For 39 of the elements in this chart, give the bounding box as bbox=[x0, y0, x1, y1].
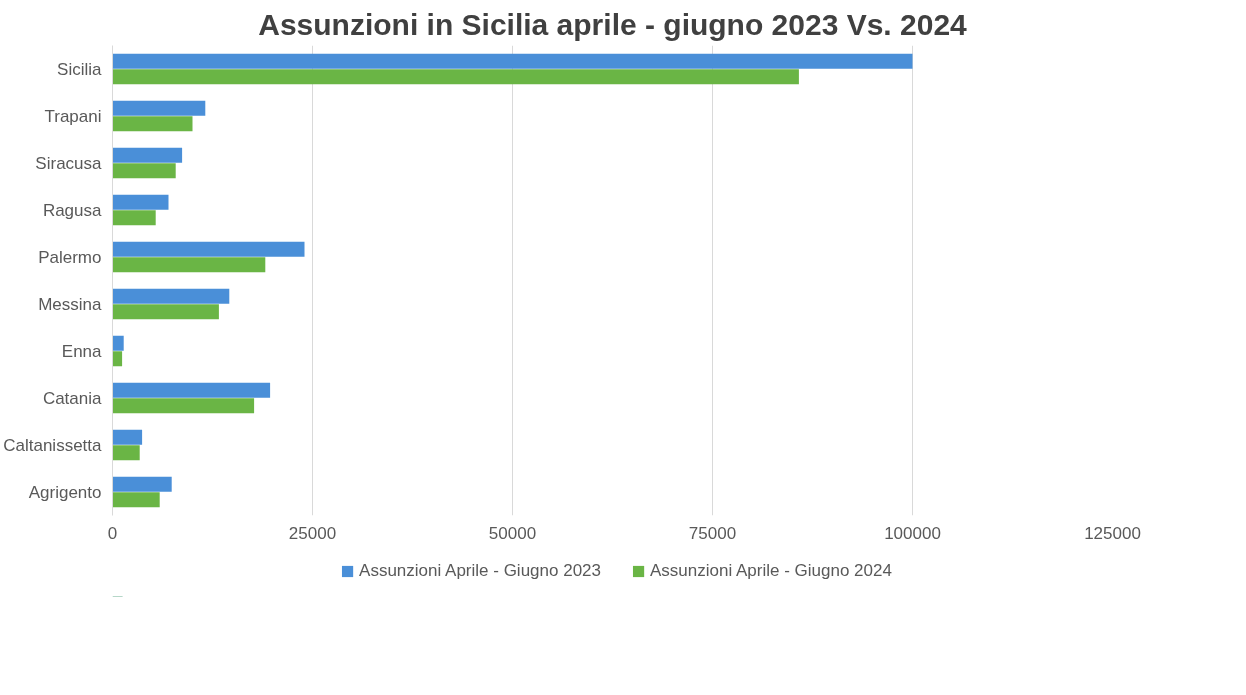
bar bbox=[112, 304, 219, 320]
y-tick-label: Agrigento bbox=[28, 482, 102, 502]
bar bbox=[112, 382, 271, 398]
x-tick-label: 75000 bbox=[688, 523, 737, 543]
bar bbox=[112, 116, 193, 132]
bar bbox=[112, 429, 143, 445]
y-tick-label: Sicilia bbox=[57, 59, 103, 79]
y-tick-label: Ragusa bbox=[42, 200, 103, 220]
y-tick-label: Palermo bbox=[38, 247, 102, 267]
y-tick-label: Messina bbox=[38, 294, 103, 314]
y-tick-label: Caltanissetta bbox=[3, 435, 103, 455]
bar bbox=[112, 398, 255, 414]
bar bbox=[112, 69, 799, 85]
bar bbox=[112, 100, 206, 116]
y-tick-label: Trapani bbox=[44, 106, 102, 126]
bar bbox=[112, 492, 160, 508]
bar bbox=[112, 288, 230, 304]
bar bbox=[112, 194, 169, 210]
y-tick-label: Catania bbox=[42, 388, 103, 408]
chart-title: Assunzioni in Sicilia aprile - giugno 2023 Vs. 2024 bbox=[258, 7, 968, 41]
bar bbox=[112, 476, 172, 492]
legend-label: Assunzioni Aprile - Giugno 2024 bbox=[650, 561, 892, 581]
x-tick-label: 50000 bbox=[488, 523, 537, 543]
bar bbox=[112, 351, 123, 367]
bar bbox=[112, 445, 140, 461]
bar bbox=[112, 241, 305, 257]
legend-label: Assunzioni Aprile - Giugno 2023 bbox=[359, 561, 601, 581]
y-tick-label: Siracusa bbox=[35, 153, 103, 173]
bar bbox=[112, 210, 156, 226]
x-tick-label: 125000 bbox=[1084, 523, 1141, 543]
bar bbox=[112, 335, 124, 351]
bar bbox=[112, 53, 913, 69]
y-tick-label: Enna bbox=[61, 341, 103, 361]
x-tick-label: 0 bbox=[107, 523, 118, 543]
bar bbox=[112, 147, 183, 163]
bar bbox=[112, 163, 176, 179]
x-tick-label: 25000 bbox=[288, 523, 337, 543]
bar bbox=[112, 257, 266, 273]
x-tick-label: 100000 bbox=[884, 523, 941, 543]
